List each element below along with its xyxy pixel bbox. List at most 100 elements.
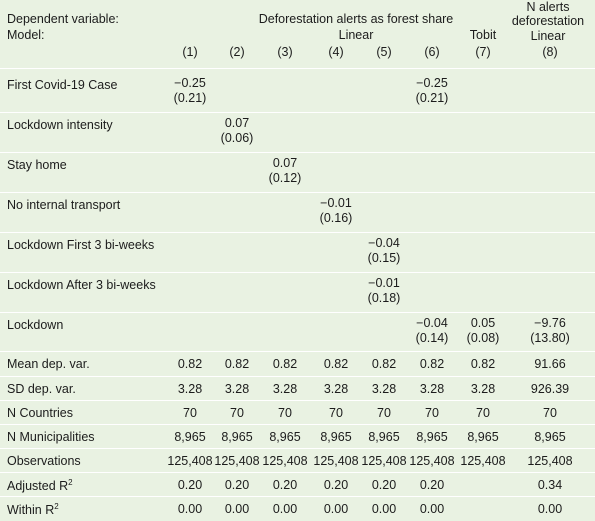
row-label: Lockdown First 3 bi-weeks [7, 238, 155, 252]
table-row: Lockdown First 3 bi-weeks −0.04 (0.15) [0, 232, 595, 272]
coefficient [455, 156, 511, 171]
table-cell: −0.25 (0.21) [162, 76, 218, 106]
row-label: Adjusted R2 [7, 478, 73, 493]
coefficient: 0.07 [272, 156, 298, 170]
standard-error: (0.16) [319, 211, 353, 225]
col8-title-line1: N alerts [526, 0, 570, 14]
table-row: Lockdown −0.04 (0.14) 0.05 (0.08) −9.76 (13.80… [0, 312, 595, 352]
table-cell: 125,408 [460, 454, 506, 468]
standard-error: (0.21) [173, 91, 207, 105]
table-row: SD dep. var. 3.28 3.28 3.28 3.28 3.28 3.28 3.28… [0, 377, 595, 401]
table-cell: 0.20 [419, 478, 445, 492]
standard-error [455, 211, 511, 226]
row-divider [0, 400, 595, 401]
coefficient [404, 116, 460, 131]
table-cell: 125,408 [527, 454, 573, 468]
row-label-text: Observations [7, 454, 81, 468]
row-label: Within R2 [7, 502, 59, 517]
table-cell [455, 196, 511, 226]
coefficient: 0.05 [470, 316, 496, 330]
model-label: Model: [7, 28, 45, 42]
coefficient [257, 276, 313, 291]
table-cell [455, 76, 511, 106]
standard-error: (0.21) [415, 91, 449, 105]
table-cell: 8,965 [368, 430, 400, 444]
table-cell: 70 [230, 406, 244, 420]
standard-error [257, 331, 313, 346]
coefficient [257, 76, 313, 91]
coefficient: −0.01 [368, 276, 400, 290]
table-cell: 0.82 [272, 357, 298, 371]
table-row: Lockdown intensity 0.07 (0.06) [0, 112, 595, 152]
table-cell [508, 236, 592, 266]
table-cell: 8,965 [174, 430, 206, 444]
standard-error [508, 291, 592, 306]
row-label-text: N Municipalities [7, 430, 95, 444]
table-cell [404, 236, 460, 266]
standard-error: (0.18) [367, 291, 401, 305]
table-cell: 0.00 [419, 502, 445, 516]
table-cell: 125,408 [262, 454, 308, 468]
coefficient [455, 196, 511, 211]
table-cell: 70 [278, 406, 292, 420]
table-row: N Countries 70 70 70 70 70 70 70 70 [0, 401, 595, 425]
column-number: (7) [475, 45, 491, 59]
standard-error [404, 211, 460, 226]
coefficient: −9.76 [534, 316, 566, 330]
row-label-text: Within R [7, 503, 55, 518]
standard-error [455, 91, 511, 106]
row-label: N Countries [7, 406, 73, 420]
table-cell: 8,965 [534, 430, 566, 444]
table-cell: 3.28 [419, 382, 445, 396]
row-label: Mean dep. var. [7, 357, 90, 371]
table-cell: 0.00 [537, 502, 563, 516]
table-cell: 125,408 [361, 454, 407, 468]
coefficient [508, 276, 592, 291]
coefficient [257, 316, 313, 331]
col8-title-line2: deforestation [511, 14, 585, 28]
standard-error [257, 131, 313, 146]
row-divider [0, 351, 595, 352]
row-label-text: N Countries [7, 406, 73, 420]
table-cell: −0.01 (0.18) [356, 276, 412, 306]
table-cell [508, 276, 592, 306]
table-row: Lockdown After 3 bi-weeks −0.01 (0.18) [0, 272, 595, 312]
table-cell [455, 116, 511, 146]
table-cell [257, 76, 313, 106]
coefficient [257, 236, 313, 251]
table-cell: 0.82 [371, 357, 397, 371]
table-cell: 3.28 [224, 382, 250, 396]
table-cell: 0.82 [224, 357, 250, 371]
table-cell: 0.05 (0.08) [455, 316, 511, 346]
row-divider [0, 112, 595, 113]
table-cell [455, 236, 511, 266]
table-cell: 70 [476, 406, 490, 420]
coefficient [508, 116, 592, 131]
row-label: N Municipalities [7, 430, 95, 444]
table-cell [508, 156, 592, 186]
row-label-text: Adjusted R [7, 479, 69, 494]
table-cell: 125,408 [167, 454, 213, 468]
row-label: Lockdown [7, 318, 64, 332]
standard-error [508, 171, 592, 186]
coefficient: 0.07 [224, 116, 250, 130]
table-cell: 70 [425, 406, 439, 420]
standard-error: (0.14) [415, 331, 449, 345]
table-cell: 0.00 [272, 502, 298, 516]
group1-title: Deforestation alerts as forest share [258, 12, 454, 26]
standard-error [404, 131, 460, 146]
standard-error [455, 131, 511, 146]
dependent-variable-label: Dependent variable: [7, 12, 119, 26]
coefficient [455, 76, 511, 91]
row-divider [0, 424, 595, 425]
table-cell: 0.00 [371, 502, 397, 516]
standard-error [404, 251, 460, 266]
column-number: (5) [376, 45, 392, 59]
table-cell: 926.39 [530, 382, 570, 396]
table-cell: 0.82 [470, 357, 496, 371]
standard-error [508, 211, 592, 226]
table-cell: 0.20 [323, 478, 349, 492]
table-cell: 0.07 (0.06) [209, 116, 265, 146]
standard-error: (0.08) [466, 331, 500, 345]
coefficient [508, 196, 592, 211]
